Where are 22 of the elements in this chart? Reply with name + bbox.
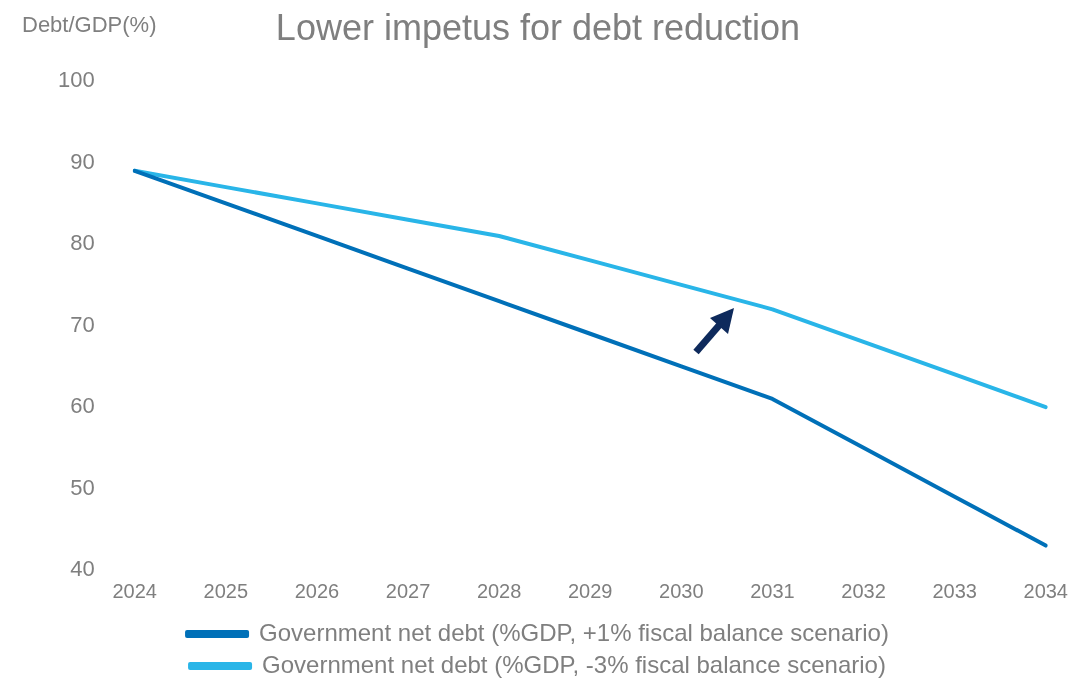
y-axis-title: Debt/GDP(%) [22,12,157,38]
x-tick-label: 2026 [294,579,340,602]
x-tick-label: 2033 [932,579,977,602]
x-tick-label: 2025 [203,579,249,602]
legend-label: Government net debt (%GDP, -3% fiscal balance scenario) [262,650,886,678]
chart-title: Lower impetus for debt reduction [275,6,801,48]
x-tick-label: 2032 [841,579,886,602]
y-tick-label: 40 [70,556,95,582]
y-tick-label: 90 [70,148,95,174]
x-tick-label: 2034 [1023,579,1068,602]
x-tick-label: 2030 [659,579,704,602]
y-tick-label: 100 [57,67,95,93]
x-tick-label: 2028 [476,579,522,602]
x-tick-label: 2027 [385,579,431,602]
legend-label: Government net debt (%GDP, +1% fiscal balance scenario) [259,618,889,646]
x-tick-label: 2029 [567,579,613,602]
y-tick-label: 70 [70,311,95,337]
y-tick-label: 60 [70,393,95,419]
y-tick-label: 80 [70,230,95,256]
x-tick-label: 2031 [750,579,795,602]
y-tick-label: 50 [70,474,95,500]
x-tick-label: 2024 [112,579,157,602]
